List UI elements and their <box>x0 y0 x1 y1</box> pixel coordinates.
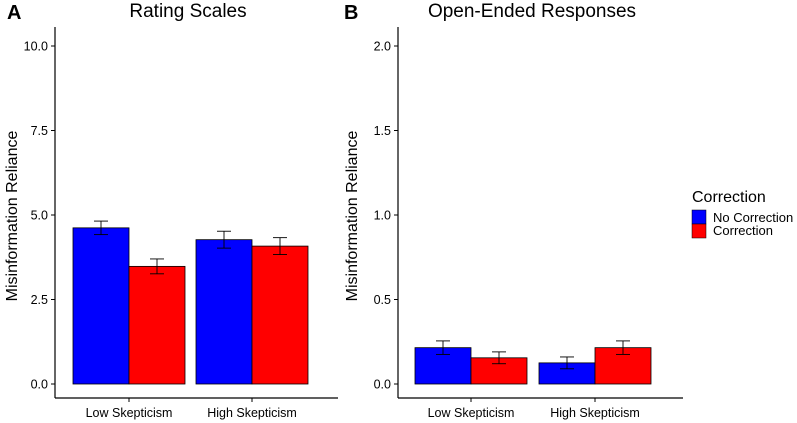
panel-b: B Open-Ended Responses Misinformation Re… <box>344 1 683 420</box>
x-tick-label: Low Skepticism <box>428 406 515 420</box>
panel-a: A Rating Scales Misinformation Reliance … <box>4 1 338 420</box>
x-tick-label: High Skepticism <box>207 406 297 420</box>
legend-title: Correction <box>692 189 766 206</box>
bar-correction <box>128 265 186 385</box>
bar-no-correction <box>72 227 130 385</box>
y-tick-label: 10.0 <box>24 40 48 54</box>
x-tick-label: Low Skepticism <box>86 406 173 420</box>
panel-b-y-axis-label: Misinformation Reliance <box>344 131 361 302</box>
y-tick-label: 2.5 <box>31 293 48 307</box>
panel-b-title: Open-Ended Responses <box>428 1 636 22</box>
panel-letter-b: B <box>344 2 358 24</box>
y-tick-label: 1.0 <box>374 209 391 223</box>
legend-label-no-correction: No Correction <box>713 210 793 225</box>
y-tick-label: 0.0 <box>374 378 391 392</box>
y-tick-label: 7.5 <box>31 124 48 138</box>
legend-label-correction: Correction <box>713 223 773 238</box>
y-tick-label: 0.0 <box>31 378 48 392</box>
panel-a-y-axis-label: Misinformation Reliance <box>4 131 21 302</box>
legend: Correction No Correction Correction <box>691 189 793 239</box>
legend-swatch-correction <box>691 223 707 239</box>
panel-a-title: Rating Scales <box>129 1 246 22</box>
y-tick-label: 0.5 <box>374 293 391 307</box>
legend-swatch-no-correction <box>691 209 707 225</box>
panel-b-plot-area: 0.0 0.5 1.0 1.5 2.0 Low Skepticism High Skepti… <box>374 27 683 420</box>
y-tick-label: 1.5 <box>374 124 391 138</box>
panel-letter-a: A <box>7 2 21 24</box>
bar-correction <box>251 245 309 385</box>
y-tick-label: 2.0 <box>374 40 391 54</box>
y-tick-label: 5.0 <box>31 209 48 223</box>
x-tick-label: High Skepticism <box>550 406 640 420</box>
bar-no-correction <box>195 239 253 385</box>
panel-a-plot-area: 0.0 2.5 5.0 7.5 10.0 Low Skepticism High Skept… <box>24 27 338 420</box>
